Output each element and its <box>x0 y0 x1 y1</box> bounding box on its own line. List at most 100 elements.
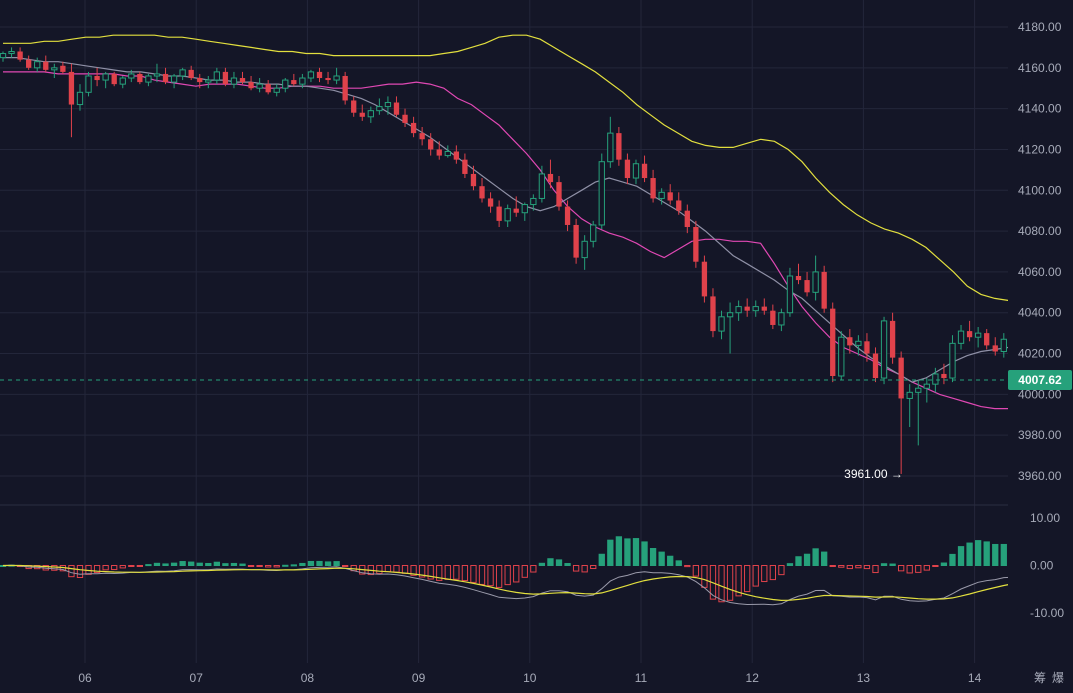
candle-body-up[interactable] <box>256 83 263 89</box>
candle-body-down[interactable] <box>650 178 656 199</box>
candle-body-down[interactable] <box>428 139 434 150</box>
candle-body-down[interactable] <box>265 84 271 93</box>
candle-body-down[interactable] <box>342 75 348 101</box>
corner-label-0[interactable]: 筹 <box>1034 671 1046 685</box>
candle-body-up[interactable] <box>581 240 588 259</box>
candle-body-down[interactable] <box>547 173 554 183</box>
candle-body-down[interactable] <box>222 71 229 85</box>
candle-body-down[interactable] <box>43 61 49 70</box>
candle-body-down[interactable] <box>864 341 870 354</box>
candle-body-up[interactable] <box>230 77 238 85</box>
candle-body-down[interactable] <box>197 78 203 83</box>
candle-body-up[interactable] <box>718 316 725 332</box>
candle-body-down[interactable] <box>462 159 468 174</box>
candle-body-down[interactable] <box>984 333 990 346</box>
candle-body-down[interactable] <box>830 308 836 376</box>
candle-body-down[interactable] <box>487 198 494 207</box>
candle-body-down[interactable] <box>470 173 477 187</box>
candle-body-down[interactable] <box>496 206 502 221</box>
candle-body-up[interactable] <box>1000 338 1007 353</box>
candle-body-down[interactable] <box>795 275 802 281</box>
candle-body-up[interactable] <box>282 79 289 89</box>
candle-body-up[interactable] <box>538 173 546 199</box>
candle-body-up[interactable] <box>923 383 930 389</box>
candle-body-up[interactable] <box>76 91 84 106</box>
candle-body-up[interactable] <box>34 61 41 69</box>
candle-body-down[interactable] <box>291 80 297 85</box>
candle-body-down[interactable] <box>573 224 579 258</box>
candle-body-up[interactable] <box>521 204 528 214</box>
candle-body-down[interactable] <box>616 133 622 160</box>
candle-body-up[interactable] <box>102 73 109 81</box>
candle-body-up[interactable] <box>778 312 785 326</box>
candle-body-down[interactable] <box>641 163 648 179</box>
candle-body-down[interactable] <box>872 353 879 379</box>
candle-body-up[interactable] <box>530 197 537 206</box>
candle-body-up[interactable] <box>735 306 742 314</box>
candle-body-down[interactable] <box>693 227 699 262</box>
candle-body-up[interactable] <box>85 75 92 93</box>
candle-body-down[interactable] <box>351 100 357 113</box>
candle-body-down[interactable] <box>667 192 673 201</box>
candle-body-up[interactable] <box>179 69 186 77</box>
candle-body-up[interactable] <box>812 271 819 293</box>
candle-body-down[interactable] <box>393 102 400 115</box>
candle-body-down[interactable] <box>847 337 853 346</box>
candle-body-up[interactable] <box>299 77 306 85</box>
candle-body-up[interactable] <box>0 53 7 59</box>
candle-body-up[interactable] <box>8 50 15 55</box>
candle-body-down[interactable] <box>410 122 417 134</box>
corner-label-1[interactable]: 爆 <box>1052 671 1064 685</box>
candle-body-up[interactable] <box>307 71 315 79</box>
candle-body-down[interactable] <box>744 306 750 311</box>
candle-body-up[interactable] <box>957 330 965 344</box>
candle-body-down[interactable] <box>513 208 519 213</box>
candle-body-down[interactable] <box>804 280 810 293</box>
candle-body-down[interactable] <box>761 306 767 311</box>
current-price-tag[interactable] <box>1008 370 1072 390</box>
candle-body-down[interactable] <box>188 69 194 79</box>
candle-body-up[interactable] <box>906 391 913 399</box>
candle-body-up[interactable] <box>273 87 280 93</box>
candle-body-up[interactable] <box>726 312 734 318</box>
candle-body-up[interactable] <box>170 75 178 83</box>
candle-body-up[interactable] <box>384 102 392 108</box>
candle-body-down[interactable] <box>17 51 23 60</box>
candle-body-down[interactable] <box>701 261 708 297</box>
candle-body-down[interactable] <box>316 71 323 79</box>
candle-body-down[interactable] <box>325 78 331 81</box>
candle-body-up[interactable] <box>855 340 862 346</box>
candle-body-down[interactable] <box>68 71 75 105</box>
candle-body-up[interactable] <box>880 320 888 379</box>
candle-body-down[interactable] <box>162 73 169 83</box>
candle-body-up[interactable] <box>128 73 135 79</box>
candle-body-down[interactable] <box>402 114 408 123</box>
candle-body-up[interactable] <box>632 163 640 179</box>
candle-body-down[interactable] <box>137 73 143 83</box>
candle-body-up[interactable] <box>932 373 939 385</box>
candle-body-down[interactable] <box>479 186 485 199</box>
candle-body-down[interactable] <box>359 112 365 117</box>
candle-body-up[interactable] <box>915 387 922 393</box>
candle-body-up[interactable] <box>51 67 58 71</box>
candle-body-down[interactable] <box>684 210 690 228</box>
candle-body-up[interactable] <box>974 332 982 338</box>
candle-body-up[interactable] <box>376 106 383 112</box>
candle-body-down[interactable] <box>966 331 973 338</box>
candle-body-down[interactable] <box>624 159 631 179</box>
candle-body-up[interactable] <box>367 110 374 118</box>
candle-body-up[interactable] <box>949 342 956 379</box>
candle-body-up[interactable] <box>213 71 220 81</box>
candle-body-up[interactable] <box>504 208 511 222</box>
candle-body-up[interactable] <box>145 75 152 83</box>
candle-body-down[interactable] <box>248 82 254 89</box>
candle-body-up[interactable] <box>752 306 759 312</box>
candle-body-down[interactable] <box>889 320 896 358</box>
candle-body-down[interactable] <box>453 151 460 160</box>
candle-body-down[interactable] <box>60 65 66 72</box>
candle-body-up[interactable] <box>444 150 451 157</box>
candle-body-down[interactable] <box>111 73 117 85</box>
candle-body-down[interactable] <box>770 310 776 325</box>
candle-body-down[interactable] <box>239 78 246 83</box>
candle-body-down[interactable] <box>556 182 562 207</box>
